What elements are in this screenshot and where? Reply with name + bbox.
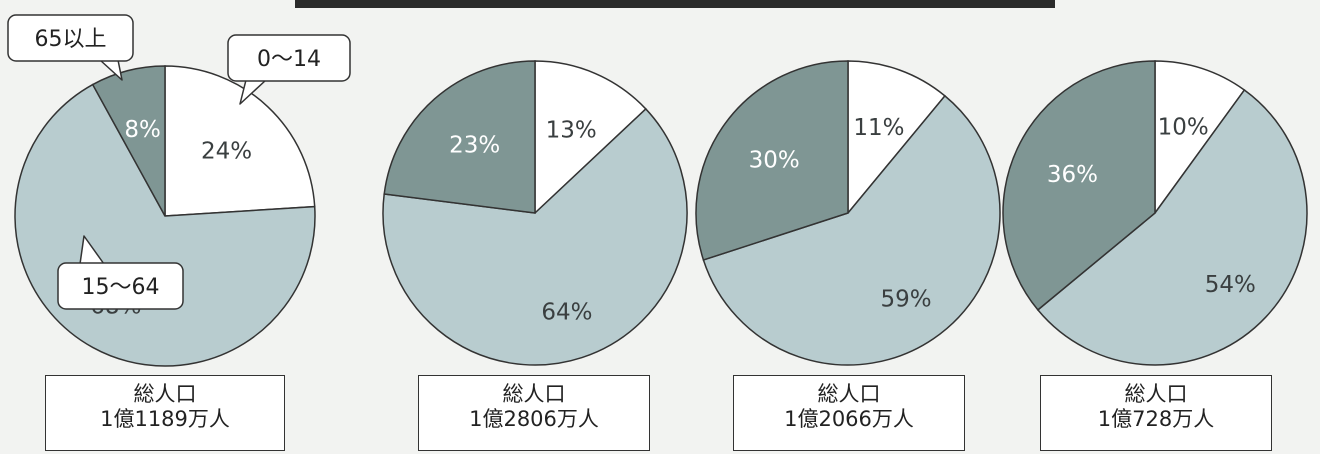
total-box-4: 総人口 1億728万人 <box>1040 375 1272 451</box>
pie2-slice-elderly <box>383 60 536 214</box>
total-label-3: 総人口 <box>817 382 881 406</box>
pie4-slice-elderly <box>1002 60 1156 311</box>
total-box-3: 総人口 1億2066万人 <box>733 375 965 451</box>
total-value-4: 1億728万人 <box>1097 407 1215 431</box>
callout-working-text: 15～64 <box>82 275 160 300</box>
pie4-label-young: 10% <box>1158 114 1209 140</box>
pie1-slice-young <box>164 65 316 217</box>
total-label-1: 総人口 <box>133 382 197 406</box>
total-value-2: 1億2806万人 <box>469 407 599 431</box>
pie3-label-elderly: 30% <box>749 147 800 173</box>
pie4-label-elderly: 36% <box>1047 162 1098 188</box>
pie3-label-young: 11% <box>853 115 904 141</box>
total-label-4: 総人口 <box>1124 382 1188 406</box>
pie4-slice-young <box>1154 60 1246 216</box>
callout-elderly-text: 65以上 <box>35 27 107 52</box>
top-rule <box>295 0 1055 8</box>
total-value-3: 1億2066万人 <box>784 407 914 431</box>
total-value-1: 1億1189万人 <box>100 407 230 431</box>
pie1-slice-elderly <box>91 65 166 217</box>
pie3-slice-young <box>847 60 946 216</box>
pie2-slice-working <box>382 107 688 366</box>
callout-young-text: 0～14 <box>257 47 321 72</box>
total-box-1: 総人口 1億1189万人 <box>45 375 285 451</box>
pie2-label-young: 13% <box>546 117 597 143</box>
pie1-label-elderly: 8% <box>124 117 161 143</box>
pie2-label-elderly: 23% <box>449 133 500 159</box>
pie4-slice-working <box>1036 88 1308 366</box>
pie4-label-working: 54% <box>1205 272 1256 298</box>
callout-working: 15～64 <box>57 235 184 310</box>
pie3-slice-working <box>702 94 1001 366</box>
pie1-label-young: 24% <box>201 138 252 164</box>
pie3-slice-elderly <box>695 60 849 261</box>
pie2-slice-young <box>534 60 647 215</box>
total-label-2: 総人口 <box>502 382 566 406</box>
total-box-2: 総人口 1億2806万人 <box>418 375 650 451</box>
pie3-label-working: 59% <box>881 286 932 312</box>
pie2-label-working: 64% <box>541 299 592 325</box>
callout-elderly: 65以上 <box>7 14 134 81</box>
callout-young: 0～14 <box>227 34 351 105</box>
